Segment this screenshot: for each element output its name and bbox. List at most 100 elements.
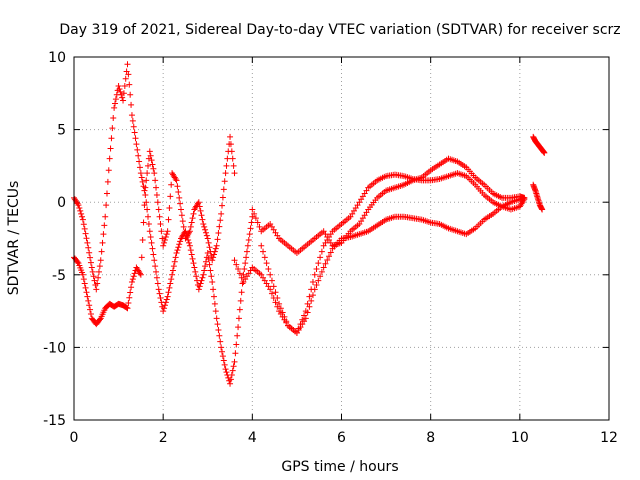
data-point [192, 268, 199, 275]
data-point [162, 299, 169, 306]
data-point [177, 238, 184, 245]
data-point [89, 268, 96, 275]
data-point [120, 97, 127, 104]
data-point [311, 271, 318, 278]
data-point [327, 249, 334, 256]
x-axis-label: GPS time / hours [281, 459, 398, 475]
data-point [326, 253, 333, 260]
data-point [126, 81, 133, 88]
data-point [153, 274, 160, 281]
data-point [231, 170, 238, 177]
data-point [121, 83, 128, 90]
data-point [204, 250, 211, 257]
data-point [124, 305, 131, 312]
data-point [214, 236, 221, 243]
data-point [222, 366, 229, 373]
data-point [112, 100, 119, 107]
data-point [195, 199, 202, 206]
data-point [143, 177, 150, 184]
data-point [145, 162, 152, 169]
data-point [77, 207, 84, 214]
data-point [150, 251, 157, 258]
data-point [172, 175, 179, 182]
data-point [167, 280, 174, 287]
data-point [210, 286, 217, 293]
data-point [188, 251, 195, 258]
data-point [212, 245, 219, 252]
data-point [206, 244, 213, 251]
chart-title: Day 319 of 2021, Sidereal Day-to-day VTE… [59, 22, 620, 38]
data-point [217, 338, 224, 345]
data-point [212, 308, 219, 315]
data-point [231, 358, 238, 365]
data-point [205, 239, 212, 246]
data-point [129, 117, 136, 124]
data-point [112, 96, 119, 103]
data-point [129, 276, 136, 283]
data-point [127, 289, 134, 296]
data-point [124, 61, 131, 68]
data-point [306, 293, 313, 300]
data-point [80, 276, 87, 283]
data-point [138, 254, 145, 261]
x-tick-label: 6 [337, 430, 346, 446]
data-point [248, 219, 255, 226]
data-point [228, 371, 235, 378]
data-point [276, 300, 283, 307]
data-point [272, 289, 279, 296]
data-point [236, 270, 243, 277]
data-point [308, 297, 315, 304]
data-point [154, 280, 161, 287]
data-point [118, 91, 125, 98]
data-point [313, 281, 320, 288]
ticks: 0 2 4 6 8 10 12 -15 -10 -5 0 5 10 [43, 50, 618, 446]
data-point [175, 244, 182, 251]
data-point [196, 283, 203, 290]
data-point [132, 135, 139, 142]
data-point [160, 242, 167, 249]
data-point [216, 332, 223, 339]
y-tick-label: 0 [57, 195, 66, 211]
data-point [105, 167, 112, 174]
data-point [254, 219, 261, 226]
data-point [167, 193, 174, 200]
data-point [157, 295, 164, 302]
x-tick-label: 10 [511, 430, 529, 446]
data-point [227, 380, 234, 387]
data-point [122, 75, 129, 82]
data-point [221, 178, 228, 185]
data-point [252, 215, 259, 222]
data-point [94, 280, 101, 287]
data-point [213, 242, 220, 249]
data-point [215, 229, 222, 236]
data-point [91, 277, 98, 284]
data-point [74, 259, 81, 266]
data-point [83, 235, 90, 242]
data-point [231, 257, 238, 264]
data-point [90, 273, 97, 280]
data-point [160, 308, 167, 315]
data-point [173, 250, 180, 257]
data-point [211, 248, 218, 255]
data-point [209, 257, 216, 264]
data-point [173, 177, 180, 184]
data-point [164, 228, 171, 235]
data-point [130, 273, 137, 280]
data-point [165, 289, 172, 296]
data-point [131, 129, 138, 136]
data-point [205, 255, 212, 262]
data-point [179, 218, 186, 225]
data-point [150, 165, 157, 172]
data-point [142, 184, 149, 191]
data-point [151, 170, 158, 177]
data-point [249, 206, 256, 213]
data-point [135, 152, 142, 159]
data-point [126, 294, 133, 301]
data-point [197, 280, 204, 287]
data-point [230, 363, 237, 370]
x-tick-label: 8 [426, 430, 435, 446]
data-point [84, 293, 91, 300]
data-point [87, 259, 94, 266]
data-point [161, 302, 168, 309]
